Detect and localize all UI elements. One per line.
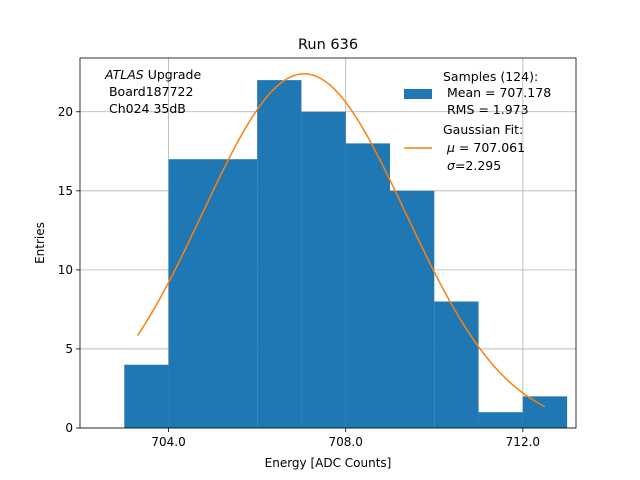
- histogram-bar-5: [390, 190, 435, 428]
- legend-mu-symbol: μ: [446, 140, 455, 155]
- histogram-bar-2: [257, 80, 302, 428]
- histogram-bars: [124, 80, 568, 428]
- gaussian-fit-curve: [136, 73, 546, 408]
- y-axis-ticks: 0 5 10 15 20: [58, 105, 80, 435]
- chart-title: Run 636: [298, 37, 358, 53]
- x-tick-label-0: 704.0: [151, 435, 185, 449]
- histogram-bar-0: [124, 364, 169, 428]
- annotation-line-1: ATLAS Upgrade: [104, 67, 201, 82]
- x-tick-label-2: 712.0: [506, 435, 540, 449]
- legend-mu-value: = 707.061: [455, 140, 525, 155]
- legend: Samples (124): Mean = 707.178 RMS = 1.97…: [404, 69, 551, 173]
- legend-sigma-value: =2.295: [455, 158, 501, 173]
- x-axis-ticks: 704.0 708.0 712.0: [151, 428, 540, 449]
- histogram-bar-1: [168, 159, 258, 428]
- x-axis-label: Energy [ADC Counts]: [265, 456, 392, 470]
- legend-hist-line-1: Samples (124):: [443, 69, 538, 84]
- annotation-atlas: ATLAS: [104, 67, 144, 82]
- legend-hist-patch: [404, 89, 432, 99]
- histogram-bar-8: [522, 396, 568, 428]
- y-tick-label-4: 20: [58, 105, 73, 119]
- x-tick-label-1: 708.0: [329, 435, 363, 449]
- annotation-channel: Ch024 35dB: [105, 101, 186, 116]
- legend-hist-line-3: RMS = 1.973: [443, 102, 529, 117]
- y-tick-label-2: 10: [58, 263, 73, 277]
- histogram-bar-7: [478, 412, 523, 428]
- y-axis-label: Entries: [33, 222, 47, 264]
- legend-fit-sigma: σ=2.295: [447, 158, 501, 173]
- y-tick-label-0: 0: [65, 421, 73, 435]
- annotation-upgrade: Upgrade: [144, 67, 202, 82]
- legend-sigma-symbol: σ: [447, 158, 456, 173]
- histogram-bar-4: [345, 143, 390, 428]
- y-tick-label-3: 15: [58, 184, 73, 198]
- axes-frame: [79, 57, 577, 429]
- atlas-annotation: ATLAS Upgrade Board187722 Ch024 35dB: [104, 67, 201, 116]
- annotation-board: Board187722: [105, 84, 193, 99]
- histogram-bar-3: [301, 111, 346, 428]
- legend-fit-line-1: Gaussian Fit:: [443, 122, 523, 137]
- y-tick-label-1: 5: [65, 342, 73, 356]
- legend-hist-line-2: Mean = 707.178: [443, 85, 551, 100]
- histogram-bar-6: [434, 301, 479, 428]
- legend-fit-mu: μ = 707.061: [446, 140, 525, 155]
